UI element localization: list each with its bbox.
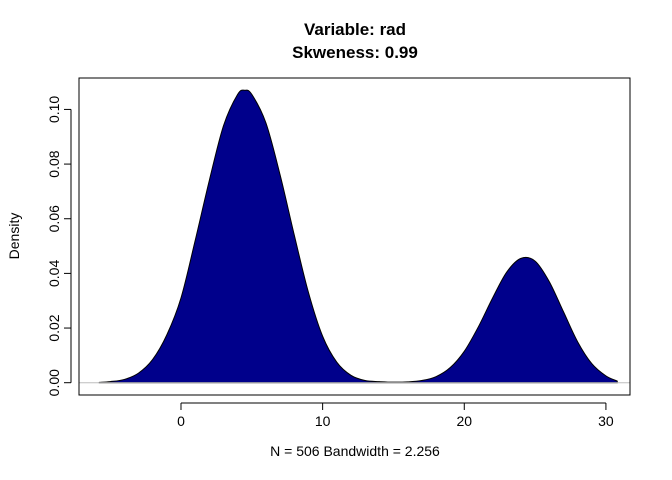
y-tick-label: 0.00 <box>46 369 62 396</box>
y-tick-label: 0.10 <box>46 96 62 123</box>
x-tick-label: 30 <box>598 413 614 429</box>
y-tick-label: 0.06 <box>46 205 62 232</box>
density-area <box>98 89 618 384</box>
plot-content <box>79 89 630 384</box>
y-tick-label: 0.08 <box>46 150 62 177</box>
x-tick-label: 10 <box>315 413 331 429</box>
x-tick-label: 20 <box>456 413 472 429</box>
x-axis: 0 10 20 30 <box>177 402 614 429</box>
x-axis-label: N = 506 Bandwidth = 2.256 <box>270 443 440 459</box>
y-tick-label: 0.04 <box>46 260 62 287</box>
y-axis-label: Density <box>6 213 22 260</box>
plot-frame <box>78 77 631 396</box>
chart-title: Variable: rad <box>304 20 406 39</box>
y-tick-label: 0.02 <box>46 314 62 341</box>
chart-subtitle: Skweness: 0.99 <box>292 43 418 62</box>
y-axis: 0.00 0.02 0.04 0.06 0.08 0.10 <box>46 96 72 396</box>
x-tick-label: 0 <box>177 413 185 429</box>
